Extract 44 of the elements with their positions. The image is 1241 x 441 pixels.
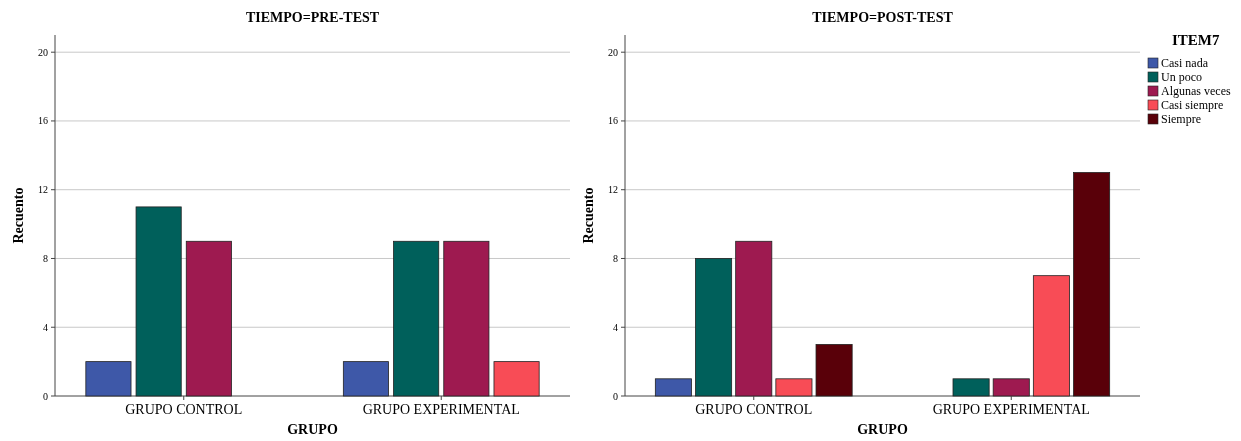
legend-label: Casi nada: [1161, 56, 1209, 70]
y-tick-label: 12: [38, 184, 48, 196]
bar: [695, 258, 733, 397]
bar: [85, 361, 132, 397]
x-axis-title: GRUPO: [287, 422, 338, 437]
bar: [185, 240, 232, 397]
y-tick-label: 20: [608, 46, 618, 58]
x-tick-label: GRUPO EXPERIMENTAL: [362, 402, 520, 417]
y-tick-label: 8: [43, 252, 48, 264]
bar: [493, 361, 540, 397]
bar: [135, 206, 182, 397]
y-tick-label: 20: [38, 46, 48, 58]
legend-label: Casi siempre: [1161, 98, 1224, 112]
bar: [443, 240, 490, 397]
y-tick-label: 16: [38, 115, 48, 127]
bar: [654, 378, 692, 397]
legend-label: Siempre: [1161, 112, 1201, 126]
bar: [992, 378, 1030, 397]
y-tick-label: 0: [43, 390, 48, 402]
bar: [815, 344, 853, 397]
legend-label: Algunas veces: [1161, 84, 1231, 98]
x-tick-label: GRUPO CONTROL: [125, 402, 243, 417]
y-tick-label: 0: [613, 390, 618, 402]
y-tick-label: 8: [613, 252, 618, 264]
bar: [1032, 275, 1070, 397]
chart-title: TIEMPO=PRE-TEST: [245, 10, 380, 25]
bar: [952, 378, 990, 397]
y-tick-label: 16: [608, 115, 618, 127]
y-axis-title: Recuento: [11, 187, 26, 244]
y-tick-label: 4: [613, 321, 618, 333]
bar: [735, 240, 773, 397]
chart-title: TIEMPO=POST-TEST: [812, 10, 954, 25]
x-tick-label: GRUPO EXPERIMENTAL: [932, 402, 1090, 417]
y-axis-title: Recuento: [581, 187, 596, 244]
x-axis-title: GRUPO: [857, 422, 908, 437]
legend-title: ITEM7: [1172, 32, 1220, 48]
bar: [775, 378, 813, 397]
bar: [342, 361, 389, 397]
bar: [393, 240, 440, 397]
legend-label: Un poco: [1161, 70, 1202, 84]
y-tick-label: 4: [43, 321, 48, 333]
y-tick-label: 12: [608, 184, 618, 196]
x-tick-label: GRUPO CONTROL: [695, 402, 813, 417]
bar: [1073, 172, 1111, 397]
